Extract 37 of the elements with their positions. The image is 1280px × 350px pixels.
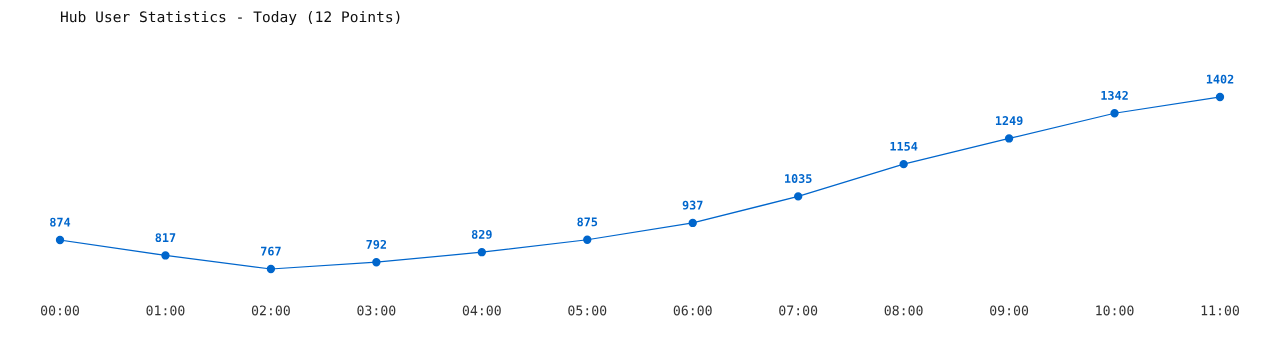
point bbox=[794, 192, 803, 201]
x-tick-label: 01:00 bbox=[146, 305, 185, 316]
point bbox=[477, 248, 486, 257]
data-label: 817 bbox=[155, 233, 176, 243]
x-tick-label: 11:00 bbox=[1201, 305, 1239, 316]
x-tick-label: 09:00 bbox=[990, 305, 1029, 316]
data-label: 1249 bbox=[995, 116, 1023, 126]
x-tick-label: 02:00 bbox=[251, 305, 290, 316]
point bbox=[161, 251, 170, 260]
x-tick-label: 04:00 bbox=[462, 305, 501, 316]
data-label: 1342 bbox=[1101, 90, 1128, 100]
data-label: 792 bbox=[366, 239, 387, 249]
data-label: 874 bbox=[50, 217, 71, 227]
point bbox=[899, 160, 908, 169]
data-label: 829 bbox=[471, 229, 492, 239]
data-label: 937 bbox=[682, 200, 703, 210]
data-label: 767 bbox=[261, 246, 281, 256]
point bbox=[1215, 92, 1225, 102]
point bbox=[688, 218, 697, 228]
data-label: 1154 bbox=[890, 142, 918, 151]
point bbox=[55, 235, 65, 245]
chart-title: Hub User Statistics - Today (12 Points) bbox=[60, 10, 400, 26]
x-tick-label: 03:00 bbox=[357, 305, 396, 316]
point bbox=[1110, 109, 1119, 118]
point bbox=[1004, 134, 1014, 143]
point bbox=[266, 264, 276, 274]
x-tick-label: 10:00 bbox=[1096, 305, 1134, 316]
x-tick-label: 07:00 bbox=[779, 305, 818, 316]
x-tick-label: 00:00 bbox=[41, 305, 79, 316]
point bbox=[372, 258, 381, 267]
data-label: 1035 bbox=[785, 174, 812, 184]
x-tick-label: 06:00 bbox=[673, 305, 712, 316]
point bbox=[583, 235, 592, 244]
x-tick-label: 08:00 bbox=[884, 305, 923, 316]
x-tick-label: 05:00 bbox=[568, 305, 607, 316]
data-label: 875 bbox=[577, 217, 598, 227]
data-label: 1402 bbox=[1206, 74, 1234, 84]
